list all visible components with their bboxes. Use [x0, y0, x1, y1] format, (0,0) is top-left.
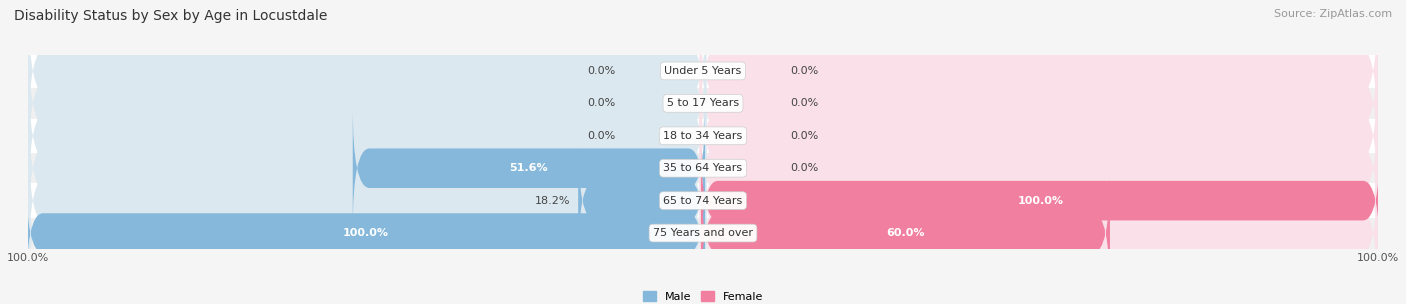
Text: Source: ZipAtlas.com: Source: ZipAtlas.com [1274, 9, 1392, 19]
Text: Disability Status by Sex by Age in Locustdale: Disability Status by Sex by Age in Locus… [14, 9, 328, 23]
Bar [28, 185, 1378, 217]
Text: 5 to 17 Years: 5 to 17 Years [666, 98, 740, 108]
Text: 18 to 34 Years: 18 to 34 Years [664, 131, 742, 141]
Text: 0.0%: 0.0% [790, 163, 818, 173]
FancyBboxPatch shape [702, 139, 1379, 262]
FancyBboxPatch shape [28, 65, 706, 207]
Text: 100.0%: 100.0% [343, 228, 388, 238]
Text: 18.2%: 18.2% [534, 196, 569, 206]
FancyBboxPatch shape [27, 172, 704, 294]
Text: 0.0%: 0.0% [588, 131, 616, 141]
Text: 60.0%: 60.0% [886, 228, 925, 238]
Bar [28, 119, 1378, 152]
Text: 51.6%: 51.6% [509, 163, 548, 173]
FancyBboxPatch shape [700, 130, 1378, 272]
FancyBboxPatch shape [28, 0, 706, 142]
FancyBboxPatch shape [700, 162, 1378, 304]
Bar [28, 55, 1378, 87]
Bar [28, 152, 1378, 185]
Text: 0.0%: 0.0% [790, 98, 818, 108]
Legend: Male, Female: Male, Female [638, 286, 768, 304]
Text: 100.0%: 100.0% [1018, 196, 1063, 206]
Text: 0.0%: 0.0% [588, 66, 616, 76]
Text: 0.0%: 0.0% [790, 66, 818, 76]
Text: 65 to 74 Years: 65 to 74 Years [664, 196, 742, 206]
Bar [28, 217, 1378, 249]
Bar [28, 87, 1378, 119]
Text: 75 Years and over: 75 Years and over [652, 228, 754, 238]
FancyBboxPatch shape [700, 32, 1378, 174]
FancyBboxPatch shape [700, 0, 1378, 142]
FancyBboxPatch shape [28, 130, 706, 272]
FancyBboxPatch shape [28, 97, 706, 239]
FancyBboxPatch shape [578, 139, 704, 262]
Text: 0.0%: 0.0% [790, 131, 818, 141]
FancyBboxPatch shape [702, 172, 1109, 294]
Text: 35 to 64 Years: 35 to 64 Years [664, 163, 742, 173]
Text: 0.0%: 0.0% [588, 98, 616, 108]
Text: Under 5 Years: Under 5 Years [665, 66, 741, 76]
FancyBboxPatch shape [700, 65, 1378, 207]
FancyBboxPatch shape [353, 107, 704, 230]
FancyBboxPatch shape [28, 32, 706, 174]
FancyBboxPatch shape [28, 162, 706, 304]
FancyBboxPatch shape [700, 97, 1378, 239]
